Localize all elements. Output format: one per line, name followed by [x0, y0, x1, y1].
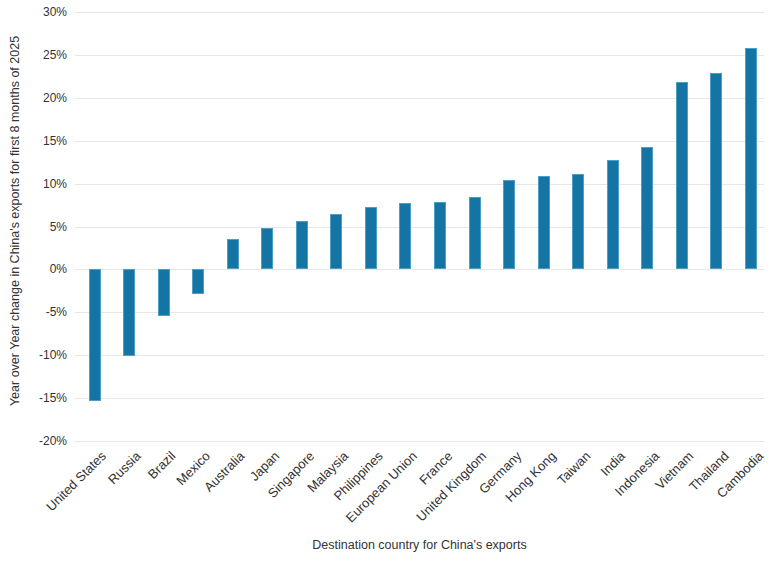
y-tick-label: -10%: [0, 349, 67, 361]
gridline-5%: [75, 227, 764, 228]
bar-japan: [261, 228, 273, 269]
gridline-25%: [75, 55, 764, 56]
x-tick-label-russia: Russia: [106, 449, 143, 486]
gridline-30%: [75, 12, 764, 13]
x-tick-label-united-states: United States: [44, 449, 108, 513]
bar-cambodia: [745, 48, 757, 269]
y-tick-label: -15%: [0, 392, 67, 404]
y-tick-label: 15%: [0, 135, 67, 147]
gridline-10%: [75, 184, 764, 185]
bar-australia: [227, 239, 239, 269]
bar-france: [434, 202, 446, 270]
y-tick-label: 30%: [0, 6, 67, 18]
bar-brazil: [158, 269, 170, 315]
bar-malaysia: [330, 214, 342, 270]
y-tick-label: 25%: [0, 49, 67, 61]
y-tick-label: -20%: [0, 435, 67, 447]
x-tick-label-taiwan: Taiwan: [555, 449, 593, 487]
bar-philippines: [365, 207, 377, 270]
y-tick-label: -5%: [0, 306, 67, 318]
bar-taiwan: [572, 174, 584, 269]
bar-united-kingdom: [469, 197, 481, 269]
y-tick-label: 20%: [0, 92, 67, 104]
china-exports-bar-chart: Year over Year change in China's exports…: [0, 0, 780, 566]
y-tick-label: 5%: [0, 221, 67, 233]
x-tick-label-india: India: [598, 449, 627, 478]
bar-mexico: [192, 269, 204, 294]
gridline-0%: [75, 269, 764, 270]
gridline--15%: [75, 398, 764, 399]
y-tick-label: 0%: [0, 263, 67, 275]
bar-hong-kong: [538, 176, 550, 270]
bar-singapore: [296, 221, 308, 269]
gridline-15%: [75, 141, 764, 142]
bar-european-union: [399, 203, 411, 269]
gridline--20%: [75, 441, 764, 442]
bar-india: [607, 160, 619, 269]
bar-germany: [503, 180, 515, 269]
bar-united-states: [89, 269, 101, 401]
gridline--10%: [75, 355, 764, 356]
bar-thailand: [710, 73, 722, 270]
bar-indonesia: [641, 147, 653, 270]
gridline-20%: [75, 98, 764, 99]
bar-vietnam: [676, 82, 688, 269]
x-axis-title: Destination country for China's exports: [75, 538, 764, 552]
y-tick-label: 10%: [0, 178, 67, 190]
bar-russia: [123, 269, 135, 356]
gridline--5%: [75, 312, 764, 313]
